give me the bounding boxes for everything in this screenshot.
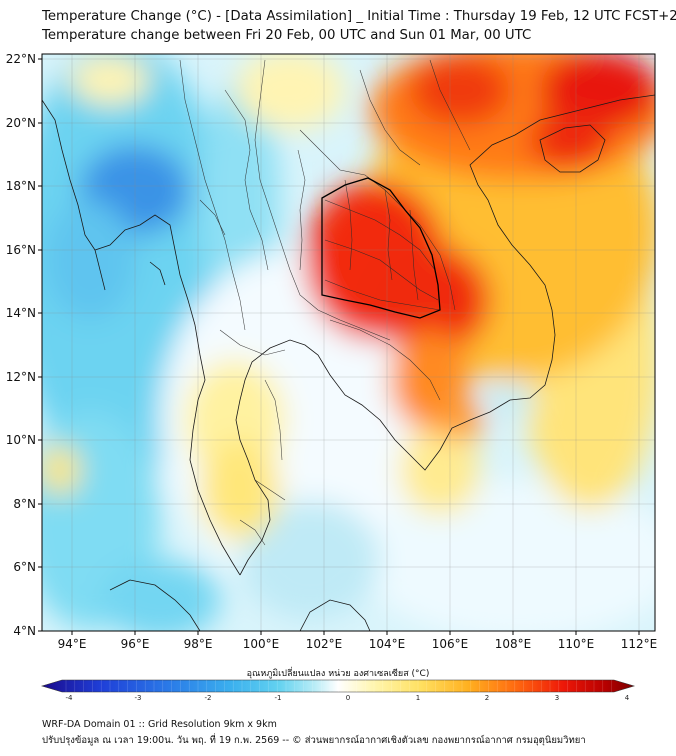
lat-tick-20: 20°N — [6, 116, 36, 130]
colorbar-label: อุณหภูมิเปลี่ยนแปลง หน่วย องศาเซลเซียส (… — [246, 669, 430, 679]
cb-tick-2: 2 — [485, 694, 489, 702]
lon-tick-108: 108°E — [495, 637, 532, 651]
lat-labels: 22°N 20°N 18°N 16°N 14°N 12°N 10°N 8°N 6… — [6, 52, 36, 638]
lon-tick-106: 106°E — [432, 637, 469, 651]
lat-tick-22: 22°N — [6, 52, 36, 66]
lat-tick-6: 6°N — [13, 560, 36, 574]
lon-tick-110: 110°E — [558, 637, 595, 651]
lat-tick-8: 8°N — [13, 497, 36, 511]
cb-tick-4: 4 — [625, 694, 630, 702]
lon-tick-104: 104°E — [369, 637, 406, 651]
cb-tick-1: 1 — [416, 694, 420, 702]
map-subtitle: Temperature change between Fri 20 Feb, 0… — [42, 28, 532, 43]
cb-tick-n1: -1 — [275, 694, 282, 702]
cb-tick-n2: -2 — [205, 694, 212, 702]
cb-tick-n4: -4 — [66, 694, 74, 702]
temperature-field — [42, 54, 655, 631]
lat-tick-16: 16°N — [6, 243, 36, 257]
coastlines — [42, 94, 655, 631]
lat-tick-4: 4°N — [13, 624, 36, 638]
lat-tick-14: 14°N — [6, 306, 36, 320]
lat-tick-10: 10°N — [6, 433, 36, 447]
cb-tick-n3: -3 — [135, 694, 142, 702]
lat-tick-12: 12°N — [6, 370, 36, 384]
lon-tick-98: 98°E — [184, 637, 213, 651]
lon-tick-102: 102°E — [306, 637, 343, 651]
footer-model-info: WRF-DA Domain 01 :: Grid Resolution 9km … — [42, 719, 277, 730]
lat-lon-grid — [42, 54, 655, 631]
cb-tick-0: 0 — [346, 694, 350, 702]
lat-tick-18: 18°N — [6, 179, 36, 193]
map-title: Temperature Change (°C) - [Data Assimila… — [42, 9, 676, 24]
lon-tick-100: 100°E — [243, 637, 280, 651]
lon-tick-112: 112°E — [621, 637, 658, 651]
map-frame — [41, 53, 656, 632]
footer-credit: ปรับปรุงข้อมูล ณ เวลา 19:00น. วัน พฤ. ที… — [42, 735, 586, 746]
lon-labels: 94°E 96°E 98°E 100°E 102°E 104°E 106°E 1… — [58, 637, 658, 651]
axis-ticks — [38, 58, 640, 635]
cb-tick-3: 3 — [555, 694, 559, 702]
lon-tick-96: 96°E — [121, 637, 150, 651]
colorbar: -4 -3 -2 -1 0 1 2 3 4 — [40, 679, 636, 702]
thailand-border — [321, 177, 441, 319]
admin-borders — [179, 59, 471, 546]
lon-tick-94: 94°E — [58, 637, 87, 651]
